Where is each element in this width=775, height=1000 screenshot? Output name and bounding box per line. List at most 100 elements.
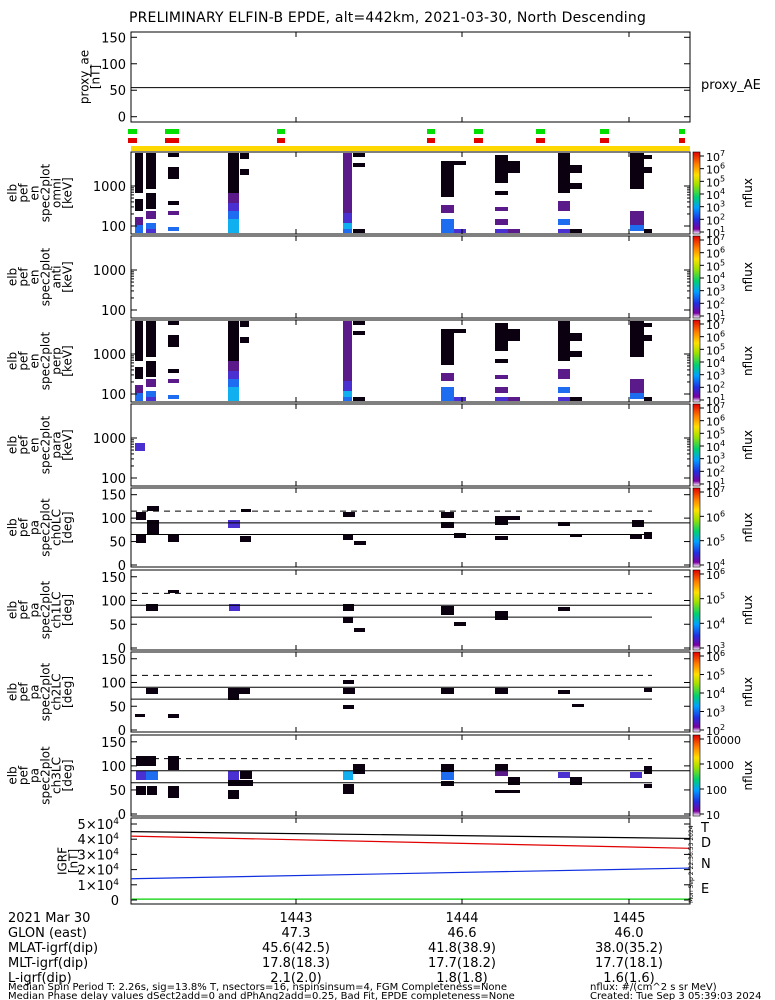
spectrogram-cell [146,771,158,780]
igrf-ytick-label: 3×104 [78,847,120,863]
spectrogram-cell [343,321,352,381]
spectrogram-cell [168,167,179,179]
ylabel-line: pef [17,183,31,203]
colorbar-label: nflux [741,262,755,292]
colorbar-tick-label: 104 [706,616,725,631]
colorbar-tick-label: 107 [706,401,725,416]
colorbar-tick-label: 106 [706,509,725,524]
igrf-ytick-label: 5×104 [78,817,120,833]
colorbar-label-text: nflux [741,595,755,625]
spectrogram-cell [354,628,365,632]
ylabel-line: pef [17,765,31,785]
spectrogram-cell [228,211,239,219]
spectrogram-cell [343,617,353,623]
ylabel-line: spec2plot [39,415,53,474]
xinfo-value: 1443 [279,911,312,926]
spectrogram-cell [146,211,156,219]
created-stamp: Mon Sep 2 22:36:53 2024 [688,825,695,903]
spectrogram-cell [343,604,354,611]
igrf-frame [130,817,691,905]
spectrogram-cell [644,167,652,173]
spectrogram-cell [343,784,354,794]
igrf-ytick-label: 2×104 [78,863,120,879]
ylabel-line: elb [6,601,20,619]
spectrogram-cell [508,229,520,233]
igrf-ylabel: IGRF[nT] [56,847,81,875]
spectrogram-cell [495,688,508,694]
colorbar-tick-label: 106 [706,162,725,177]
ylabel-line: omni [50,178,64,208]
ylabel-line: perp [50,347,64,375]
flag-red [165,138,179,143]
ylabel-line: spec2plot [39,746,53,805]
ytick-label: 150 [101,653,126,668]
pitch-panel-frame [130,569,691,651]
spectrogram-cell [353,153,365,157]
igrf-legend-T: T [700,821,709,836]
ylabel-line: en [28,354,42,369]
colorbar [692,151,701,235]
spectrogram-cell [495,770,508,776]
spectrogram-cell [508,329,520,341]
spectrogram-cell [168,321,179,325]
spectrogram-cell [570,397,582,401]
ytick-label: 50 [109,784,126,799]
igrf-ytick-label: 1×104 [78,878,120,894]
spectrogram-cell [135,714,145,717]
spectrogram-cell [147,520,159,534]
ylabel-line: elb [6,683,20,701]
spectrogram-cell [343,213,352,223]
ytick-label: 100 [101,304,126,319]
igrf-ytick-label: 4×104 [78,832,120,848]
spectrogram-cell [168,369,179,373]
colorbar-tick-label: 103 [706,284,725,299]
ytick-label: 150 [101,489,126,504]
proxy-ae-legend: proxy_AE [701,78,761,93]
spectrogram-cell [135,393,143,397]
ylabel-line: en [28,438,42,453]
flag-green [474,129,483,134]
proxy-ae-ylabel: proxy_ae[nT] [78,50,103,104]
flag-green [679,129,685,134]
ytick-label: 50 [109,84,126,99]
spectrogram-cell [168,590,179,593]
spectrogram-cell [228,321,239,361]
xinfo-value: 41.8(38.9) [428,941,496,956]
spectrogram-cell [495,397,508,401]
colorbar-label-text: nflux [741,513,755,543]
colorbar-tick-label: 101 [706,309,725,324]
spectrogram-cell [441,205,454,213]
energy-panel-frame [130,151,691,235]
spectrogram-cell [343,512,355,517]
ylabel-line: spec2plot [39,163,53,222]
colorbar-tick-label: 104 [706,686,725,701]
colorbar-label-text: nflux [741,430,755,460]
spectrogram-cell [343,535,353,540]
colorbar [692,403,701,487]
spectrogram-cell [228,688,240,694]
spectrogram-cell [168,201,179,205]
spectrogram-cell [630,535,642,539]
igrf-line-T [130,831,691,840]
colorbar-tick-label: 102 [706,380,725,395]
ytick-label: 150 [101,31,126,46]
spectrogram-cell [632,520,644,527]
spectrogram-cell [343,688,355,694]
colorbar-tick-label: 106 [706,567,725,582]
spectrogram-cell [229,604,240,611]
spectrogram-cell [135,321,143,331]
spectrogram-cell [644,229,652,233]
ylabel-line: elb [6,766,20,784]
pitch-panel-frame [130,734,691,817]
xinfo-row-label: L-igrf(dip) [8,971,72,986]
flag-red [679,138,685,143]
colorbar-tick-label: 105 [706,592,725,607]
ylabel-line: [keV] [61,261,75,292]
colorbar-tick-label: 1000 [706,759,734,772]
spectrogram-cell [508,777,520,785]
spectrogram-cell [147,786,157,795]
